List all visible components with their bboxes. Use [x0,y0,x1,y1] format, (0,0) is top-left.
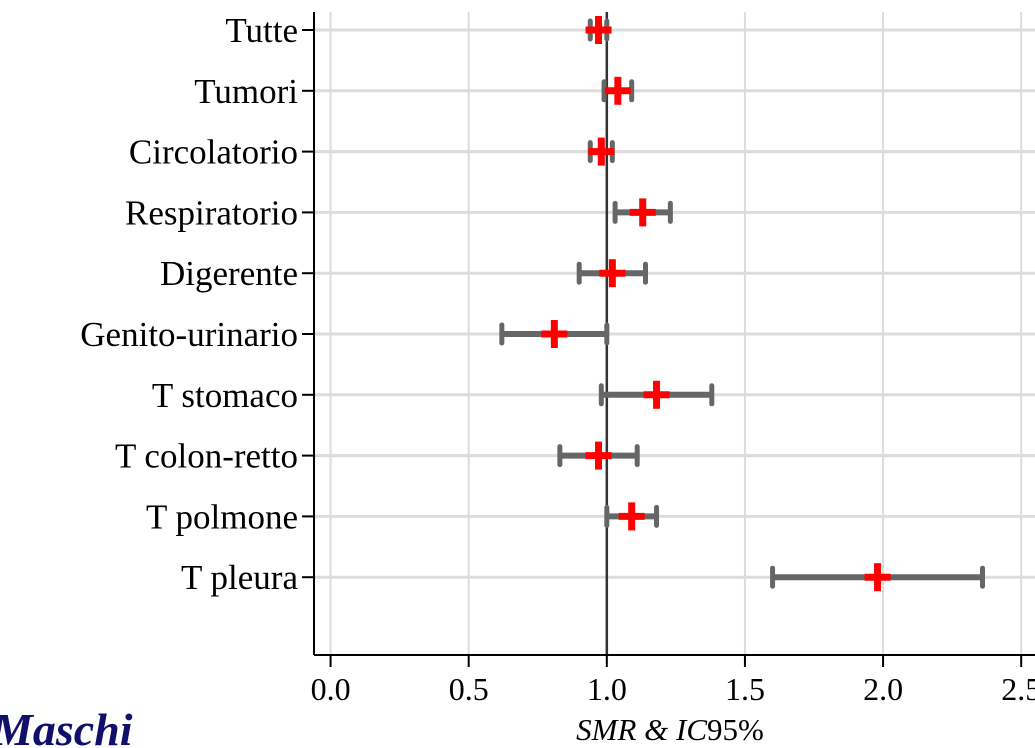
x-tick-label: 1.0 [587,671,627,707]
confidence-intervals [499,18,986,589]
category-label: Tutte [225,11,298,50]
x-tick-label: 0.5 [449,671,489,707]
x-axis-label-italic: SMR & IC [576,712,707,747]
point-estimate-marker [585,16,612,44]
point-estimate-marker [643,380,670,409]
category-label: Tumori [194,72,298,111]
x-tick-label: 0.0 [311,671,351,707]
point-estimate-marker [585,441,612,470]
watermark-text: Maschi [0,704,133,748]
point-estimate-marker [599,259,626,288]
category-label: Circolatorio [129,133,298,172]
category-label: T stomaco [152,376,298,415]
point-estimate-marker [864,563,891,592]
point-estimates [541,16,891,592]
x-tick-label: 2.5 [1001,671,1035,707]
category-label: Digerente [160,254,298,293]
point-estimate-marker [588,137,615,166]
category-label: Genito-urinario [80,315,298,354]
category-label: T colon-retto [115,437,298,476]
category-label: T pleura [181,558,298,597]
x-axis-label: SMR & IC95% [576,712,764,747]
x-tick-label: 2.0 [863,671,903,707]
point-estimate-marker [629,198,656,227]
axes [302,12,1035,667]
point-estimate-marker [541,320,568,348]
point-estimate-marker [618,502,645,531]
x-tick-labels: 0.0 0.5 1.0 1.5 2.0 2.5 [311,671,1035,707]
x-tick-label: 1.5 [725,671,765,707]
x-axis-label-suffix: 95% [707,712,764,747]
category-label: T polmone [146,497,298,536]
category-label: Respiratorio [125,193,298,232]
grid-lines [314,12,1035,655]
category-labels: Tutte Tumori Circolatorio Respiratorio Diger… [80,11,298,597]
point-estimate-marker [604,76,631,105]
